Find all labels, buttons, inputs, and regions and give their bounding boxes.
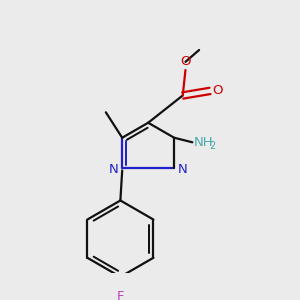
Text: O: O — [212, 84, 222, 98]
Text: N: N — [178, 163, 188, 176]
Text: NH: NH — [194, 136, 214, 149]
Text: 2: 2 — [210, 141, 216, 151]
Text: F: F — [117, 290, 124, 300]
Text: O: O — [180, 55, 191, 68]
Text: N: N — [109, 163, 118, 176]
